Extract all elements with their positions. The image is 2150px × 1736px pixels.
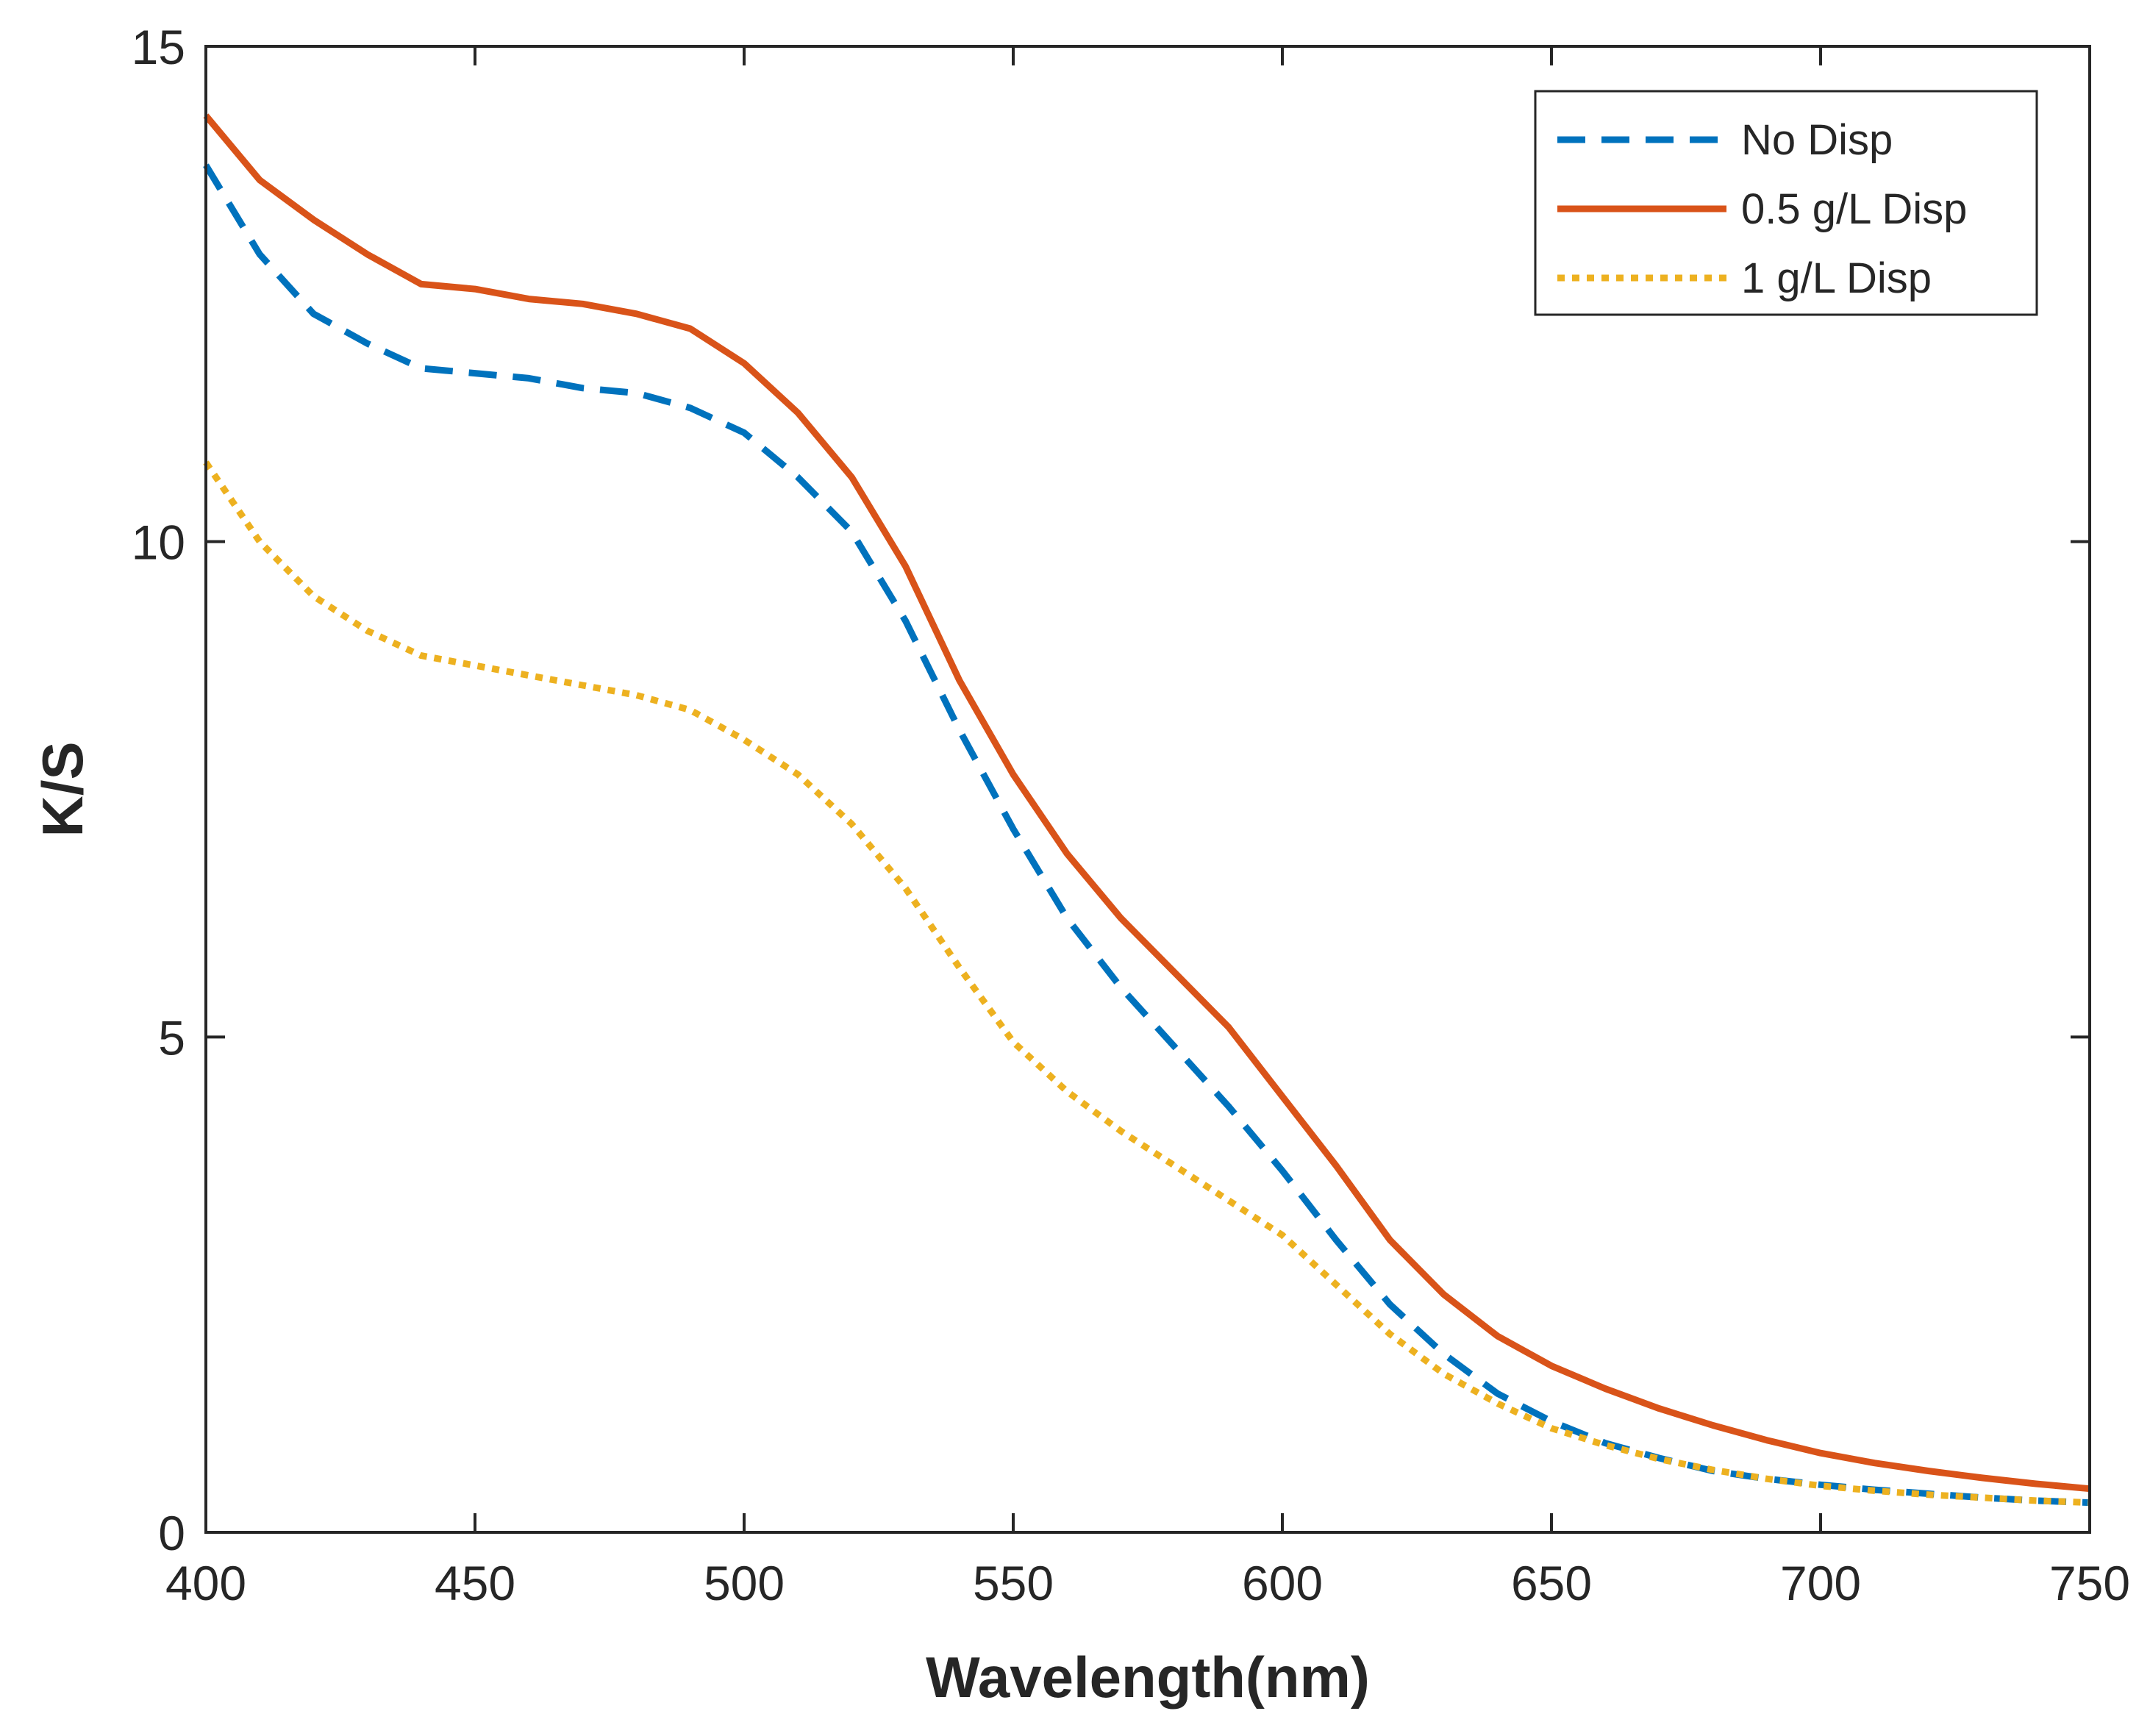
- axes-layer: [204, 45, 2091, 1534]
- x-tick-label: 750: [2049, 1556, 2130, 1610]
- legend-label-3: 1 g/L Disp: [1741, 254, 1932, 302]
- y-axis-title: K/S: [30, 741, 95, 837]
- legend: No Disp 0.5 g/L Disp 1 g/L Disp: [1534, 90, 2038, 316]
- series-line-3: [203, 460, 2090, 1507]
- legend-label-1: No Disp: [1741, 116, 1893, 164]
- ticks-layer: 400 450 500 550 600 650 700 750 0 5 10 15: [132, 20, 2130, 1610]
- series-layer: [203, 113, 2090, 1507]
- plot-frame: [204, 45, 2091, 1534]
- y-tick-label: 0: [158, 1506, 185, 1560]
- x-tick-label: 500: [704, 1556, 785, 1610]
- y-tick-label: 10: [132, 515, 185, 570]
- y-tick-label: 15: [132, 20, 185, 74]
- series-line-1: [203, 163, 2090, 1507]
- x-tick-label: 600: [1242, 1556, 1323, 1610]
- x-tick-label: 650: [1511, 1556, 1592, 1610]
- legend-label-2: 0.5 g/L Disp: [1741, 185, 1967, 233]
- x-tick-label: 450: [435, 1556, 515, 1610]
- x-tick-label: 550: [973, 1556, 1054, 1610]
- x-tick-label: 400: [165, 1556, 246, 1610]
- x-tick-label: 700: [1780, 1556, 1861, 1610]
- y-tick-label: 5: [158, 1010, 185, 1065]
- series-line-2: [203, 113, 2090, 1493]
- x-axis-title: Wavelength(nm): [926, 1645, 1370, 1710]
